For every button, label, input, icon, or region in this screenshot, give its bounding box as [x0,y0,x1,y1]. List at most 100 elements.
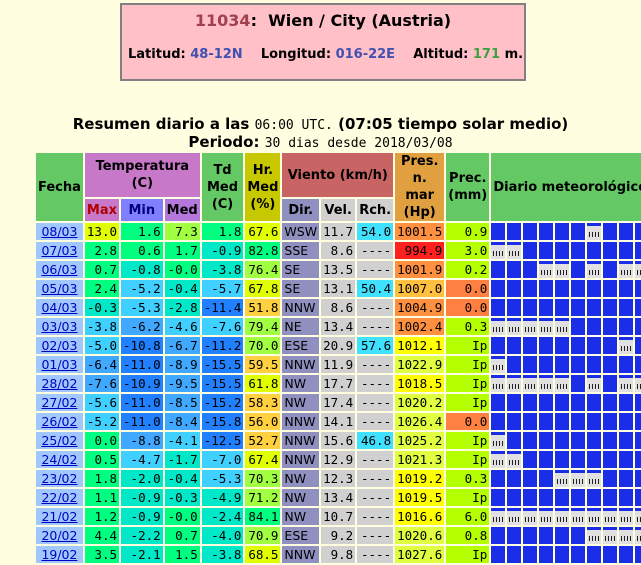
date-link[interactable]: 19/02 [36,546,83,563]
dir-cell: SE [282,280,320,297]
date-link[interactable]: 03/03 [36,318,83,335]
diary-cell [555,527,570,544]
diary-cell [507,375,522,392]
weather-icon [523,377,538,392]
med-cell: -2.8 [164,299,200,316]
date-link[interactable]: 06/03 [36,261,83,278]
pres-cell: 1002.4 [395,318,445,335]
weather-icon [635,529,641,544]
diary-cell [619,375,634,392]
dir-cell: NE [282,318,320,335]
diary-cell [507,242,522,259]
vel-cell: 13.4 [321,489,356,506]
diary-cell [523,242,538,259]
diary-cell [539,242,554,259]
dir-cell: WSW [282,223,320,240]
weather-icon [539,510,554,525]
diary-cell [571,451,586,468]
rch-cell: ---- [357,413,394,430]
diary-cell [539,508,554,525]
diary-cell [619,413,634,430]
max-cell: 1.8 [84,470,120,487]
diary-cell [619,394,634,411]
rch-cell: ---- [357,470,394,487]
td-cell: -11.2 [201,337,244,354]
date-link[interactable]: 02/03 [36,337,83,354]
date-link[interactable]: 04/03 [36,299,83,316]
diary-cell [635,261,641,278]
alt-unit: m. [504,47,524,62]
diary-cell [635,432,641,449]
diary-cell [507,489,522,506]
date-link[interactable]: 07/03 [36,242,83,259]
pres-cell: 1026.4 [395,413,445,430]
date-link[interactable]: 05/03 [36,280,83,297]
diary-cell [603,318,618,335]
diary-cell [619,261,634,278]
min-cell: -0.9 [121,489,163,506]
diary-cell [555,375,570,392]
vel-cell: 12.3 [321,470,356,487]
diary-cell [635,546,641,563]
diary-cell [619,337,634,354]
date-link[interactable]: 22/02 [36,489,83,506]
med-cell: -4.1 [164,432,200,449]
date-link[interactable]: 24/02 [36,451,83,468]
hr-cell: 71.2 [245,489,281,506]
diary-cell [539,318,554,335]
max-cell: -5.0 [84,337,120,354]
diary-cell [539,546,554,563]
med-cell: -4.6 [164,318,200,335]
date-link[interactable]: 28/02 [36,375,83,392]
date-link[interactable]: 08/03 [36,223,83,240]
diary-cell [603,546,618,563]
prec-cell: Ip [446,489,490,506]
date-link[interactable]: 20/02 [36,527,83,544]
weather-icon [571,510,586,525]
diary-cell [587,318,602,335]
diary-cell [587,356,602,373]
diary-cell [491,318,506,335]
hr-cell: 68.5 [245,546,281,563]
date-link[interactable]: 26/02 [36,413,83,430]
diary-cell [603,508,618,525]
rch-cell: ---- [357,356,394,373]
table-row: 21/02 1.2 -0.9 -0.0 -2.4 84.1 NW 10.7 ---- 1016.6… [36,508,641,525]
diary-cell [523,356,538,373]
diary-cell [571,356,586,373]
table-row: 24/02 0.5 -4.7 -1.7 -7.0 67.4 NNW 12.9 ---- 1021.… [36,451,641,468]
prec-cell: 0.8 [446,527,490,544]
diary-cell [571,375,586,392]
date-link[interactable]: 27/02 [36,394,83,411]
period-value: 30 dias desde 2018/03/08 [264,136,453,151]
max-cell: -3.8 [84,318,120,335]
weather-icon [619,339,634,354]
summary-time: 06:00 UTC. [254,118,333,133]
prec-cell: 0.3 [446,318,490,335]
dir-cell: NW [282,470,320,487]
diary-cell [491,280,506,297]
date-link[interactable]: 21/02 [36,508,83,525]
date-link[interactable]: 23/02 [36,470,83,487]
prec-cell: Ip [446,546,490,563]
col-td: Td Med (C) [201,153,244,221]
prec-cell: Ip [446,432,490,449]
weather-icon [555,320,570,335]
weather-icon [555,377,570,392]
diary-cell [603,299,618,316]
prec-cell: Ip [446,451,490,468]
diary-cell [507,451,522,468]
date-link[interactable]: 01/03 [36,356,83,373]
diary-cell [603,413,618,430]
rch-cell: ---- [357,451,394,468]
diary-cell [619,318,634,335]
weather-icon [619,377,634,392]
col-temp: Temperatura (C) [84,153,200,197]
diary-cell [523,318,538,335]
td-cell: -2.4 [201,508,244,525]
date-link[interactable]: 25/02 [36,432,83,449]
diary-cell [603,489,618,506]
diary-cell [491,489,506,506]
alt-label: Altitud: [413,47,469,62]
weather-icon [491,320,506,335]
